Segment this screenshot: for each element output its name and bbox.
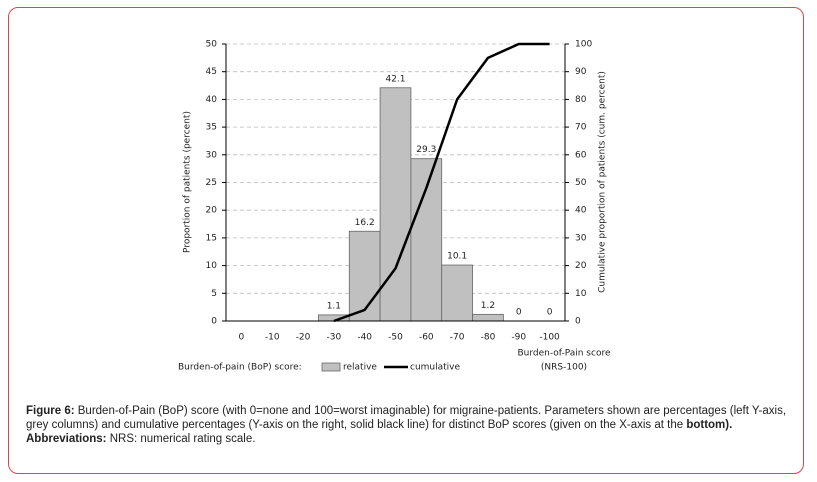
x-tick-label: -20 xyxy=(296,333,311,343)
x-tick-label: -90 xyxy=(511,333,526,343)
y2-tick-label: 70 xyxy=(575,123,587,133)
value-label: 10.1 xyxy=(447,252,467,262)
abbr-text: NRS: numerical rating scale. xyxy=(109,433,256,445)
y2-tick-label: 50 xyxy=(575,178,587,188)
value-label: 0 xyxy=(516,308,522,318)
caption-body: Figure 6: Burden-of-Pain (BoP) score (wi… xyxy=(26,404,792,432)
y2-tick-label: 100 xyxy=(575,40,592,50)
y2-tick-label: 90 xyxy=(575,67,587,77)
y-tick-label: 40 xyxy=(206,95,218,105)
x-tick-label: -60 xyxy=(419,333,434,343)
bar xyxy=(472,313,504,322)
legend-title: Burden-of-pain (BoP) score: xyxy=(178,363,302,373)
figure-frame xyxy=(8,7,804,474)
legend-label: relative xyxy=(343,363,377,373)
y2-tick-label: 30 xyxy=(575,233,587,243)
y-tick-label: 20 xyxy=(206,206,218,216)
y-tick-label: 50 xyxy=(206,40,218,50)
value-label: 16.2 xyxy=(355,218,375,228)
x-tick-label: -100 xyxy=(539,333,560,343)
y-axis-title: Proportion of patients (percent) xyxy=(183,111,193,253)
value-label: 1.2 xyxy=(481,301,495,311)
bar xyxy=(410,158,443,322)
x-tick-label: -50 xyxy=(388,333,403,343)
y2-tick-label: 40 xyxy=(575,206,587,216)
y2-axis-title: Cumulative proportion of patients (cum. … xyxy=(598,71,608,293)
y-tick-label: 5 xyxy=(211,289,217,299)
caption-bold: bottom). xyxy=(686,419,733,431)
caption-label: Figure 6: xyxy=(26,405,75,417)
caption-text: Burden-of-Pain (BoP) score (with 0=none … xyxy=(26,405,787,431)
x-tick-label: -80 xyxy=(481,333,496,343)
y-tick-label: 45 xyxy=(206,67,217,77)
value-label: 0 xyxy=(547,308,553,318)
value-label: 42.1 xyxy=(385,74,405,84)
caption: Figure 6: Burden-of-Pain (BoP) score (wi… xyxy=(26,404,792,446)
y2-tick-label: 20 xyxy=(575,261,587,271)
bar xyxy=(379,87,412,322)
legend-swatch xyxy=(321,362,341,372)
y-tick-label: 15 xyxy=(206,233,217,243)
y2-tick-label: 60 xyxy=(575,150,587,160)
chart: Proportion of patients (percent) Cumulat… xyxy=(178,40,611,373)
abbr-label: Abbreviations: xyxy=(26,433,107,445)
y-tick-label: 25 xyxy=(206,178,217,188)
y-tick-label: 30 xyxy=(206,150,218,160)
y2-tick-label: 10 xyxy=(575,289,587,299)
x-tick-label: -40 xyxy=(357,333,372,343)
x-axis-title: Burden-of-Pain score xyxy=(517,349,610,359)
abbreviations: Abbreviations: NRS: numerical rating sca… xyxy=(26,432,792,446)
x-tick-label: -10 xyxy=(265,333,280,343)
cumulative-line xyxy=(333,42,550,323)
x-tick-label: -30 xyxy=(327,333,342,343)
bar xyxy=(348,230,381,322)
value-label: 29.3 xyxy=(416,145,436,155)
y-tick-label: 0 xyxy=(211,317,217,327)
legend-label: cumulative xyxy=(410,363,460,373)
y-tick-label: 35 xyxy=(206,123,217,133)
bar xyxy=(441,264,473,322)
y2-tick-label: 80 xyxy=(575,95,587,105)
x-tick-label: 0 xyxy=(239,333,245,343)
x-tick-label: -70 xyxy=(450,333,465,343)
y-tick-label: 10 xyxy=(206,261,218,271)
y2-tick-label: 0 xyxy=(575,317,581,327)
value-label: 1.1 xyxy=(327,301,341,311)
x-axis-title: (NRS-100) xyxy=(541,363,587,373)
